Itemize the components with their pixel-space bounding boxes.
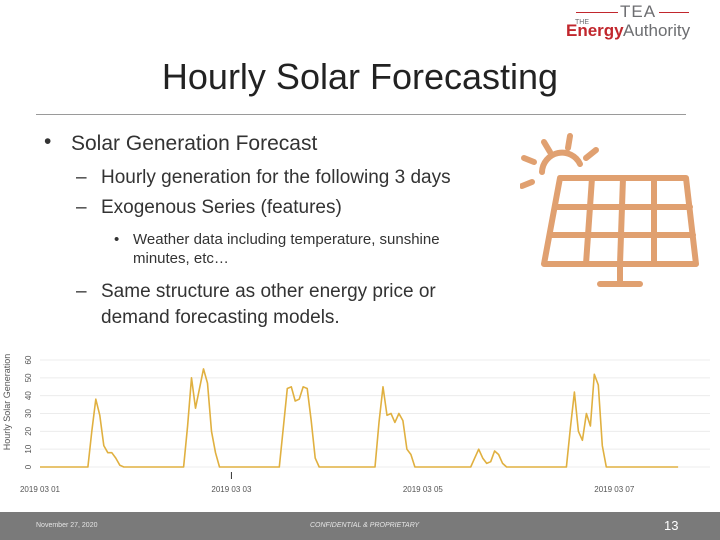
dash-marker: – <box>76 197 87 218</box>
logo-tea-text: TEA <box>620 2 657 21</box>
chart-series-line <box>40 368 679 468</box>
x-tick-label: 2019 03 03 <box>211 485 252 494</box>
y-tick-label: 60 <box>24 355 33 364</box>
sun-ray <box>520 179 535 189</box>
bullet-text: Solar Generation Forecast <box>71 132 318 155</box>
sub-bullet-text: Hourly generation for the following 3 da… <box>101 167 451 188</box>
sub-bullet-hourly-generation: – Hourly generation for the following 3 … <box>76 167 451 189</box>
sun-ray <box>521 155 537 165</box>
sun-ray <box>565 133 573 151</box>
slide-title: Hourly Solar Forecasting <box>161 56 559 97</box>
sub-sub-bullet-line2: minutes, etc… <box>133 250 229 267</box>
chart-series-group <box>40 368 679 468</box>
solar-panel-icon <box>520 133 699 287</box>
chart-y-axis-label: Hourly Solar Generation <box>2 354 12 451</box>
y-tick-label: 0 <box>24 464 33 469</box>
sub-bullet-line2: demand forecasting models. <box>101 307 340 328</box>
sun-arc <box>539 149 583 175</box>
tea-logo: TEA THE Energy Authority <box>560 2 710 44</box>
x-tick-label: 2019 03 05 <box>403 485 444 494</box>
sub-sub-bullet-weather-data: • Weather data including temperature, su… <box>114 230 524 268</box>
dash-marker: – <box>76 281 87 302</box>
footer-bar: November 27, 2020 CONFIDENTIAL & PROPRIE… <box>0 512 720 540</box>
y-tick-label: 20 <box>24 426 33 435</box>
logo-the-text: THE <box>575 19 589 26</box>
sub-bullet-line1: Same structure as other energy price or <box>101 281 436 302</box>
sub-bullet-exogenous-series: – Exogenous Series (features) <box>76 197 342 219</box>
y-tick-label: 40 <box>24 391 33 400</box>
chart-x-tick-labels: 2019 03 01 2019 03 03 2019 03 05 2019 03 07 <box>20 472 635 494</box>
logo-authority-text: Authority <box>623 21 691 40</box>
sub-bullet-text: Exogenous Series (features) <box>101 197 342 218</box>
chart-gridlines <box>40 359 710 468</box>
logo-energy-text: Energy <box>566 21 624 40</box>
page-number: 13 <box>664 518 679 533</box>
panel-grid-line <box>583 175 595 267</box>
title-divider <box>36 114 686 115</box>
bullet-dot: • <box>44 130 52 153</box>
sub-sub-bullet-line1: Weather data including temperature, suns… <box>133 231 440 248</box>
sun-ray <box>541 139 553 155</box>
footer-confidential: CONFIDENTIAL & PROPRIETARY <box>310 522 420 529</box>
y-tick-label: 10 <box>24 444 33 453</box>
footer-date: November 27, 2020 <box>36 522 98 529</box>
y-tick-label: 50 <box>24 373 33 382</box>
sub-bullet-same-structure: – Same structure as other energy price o… <box>76 279 506 331</box>
bullet-dot: • <box>114 231 120 248</box>
logo-rule-left <box>576 12 618 13</box>
x-tick-label: 2019 03 07 <box>594 485 635 494</box>
y-tick-label: 30 <box>24 409 33 418</box>
sun-ray <box>583 147 599 161</box>
chart-y-tick-labels: 0 10 20 30 40 50 60 <box>24 355 33 469</box>
logo-rule-right <box>659 12 689 13</box>
panel-grid-line <box>617 175 626 267</box>
dash-marker: – <box>76 167 87 188</box>
x-tick-label: 2019 03 01 <box>20 485 61 494</box>
